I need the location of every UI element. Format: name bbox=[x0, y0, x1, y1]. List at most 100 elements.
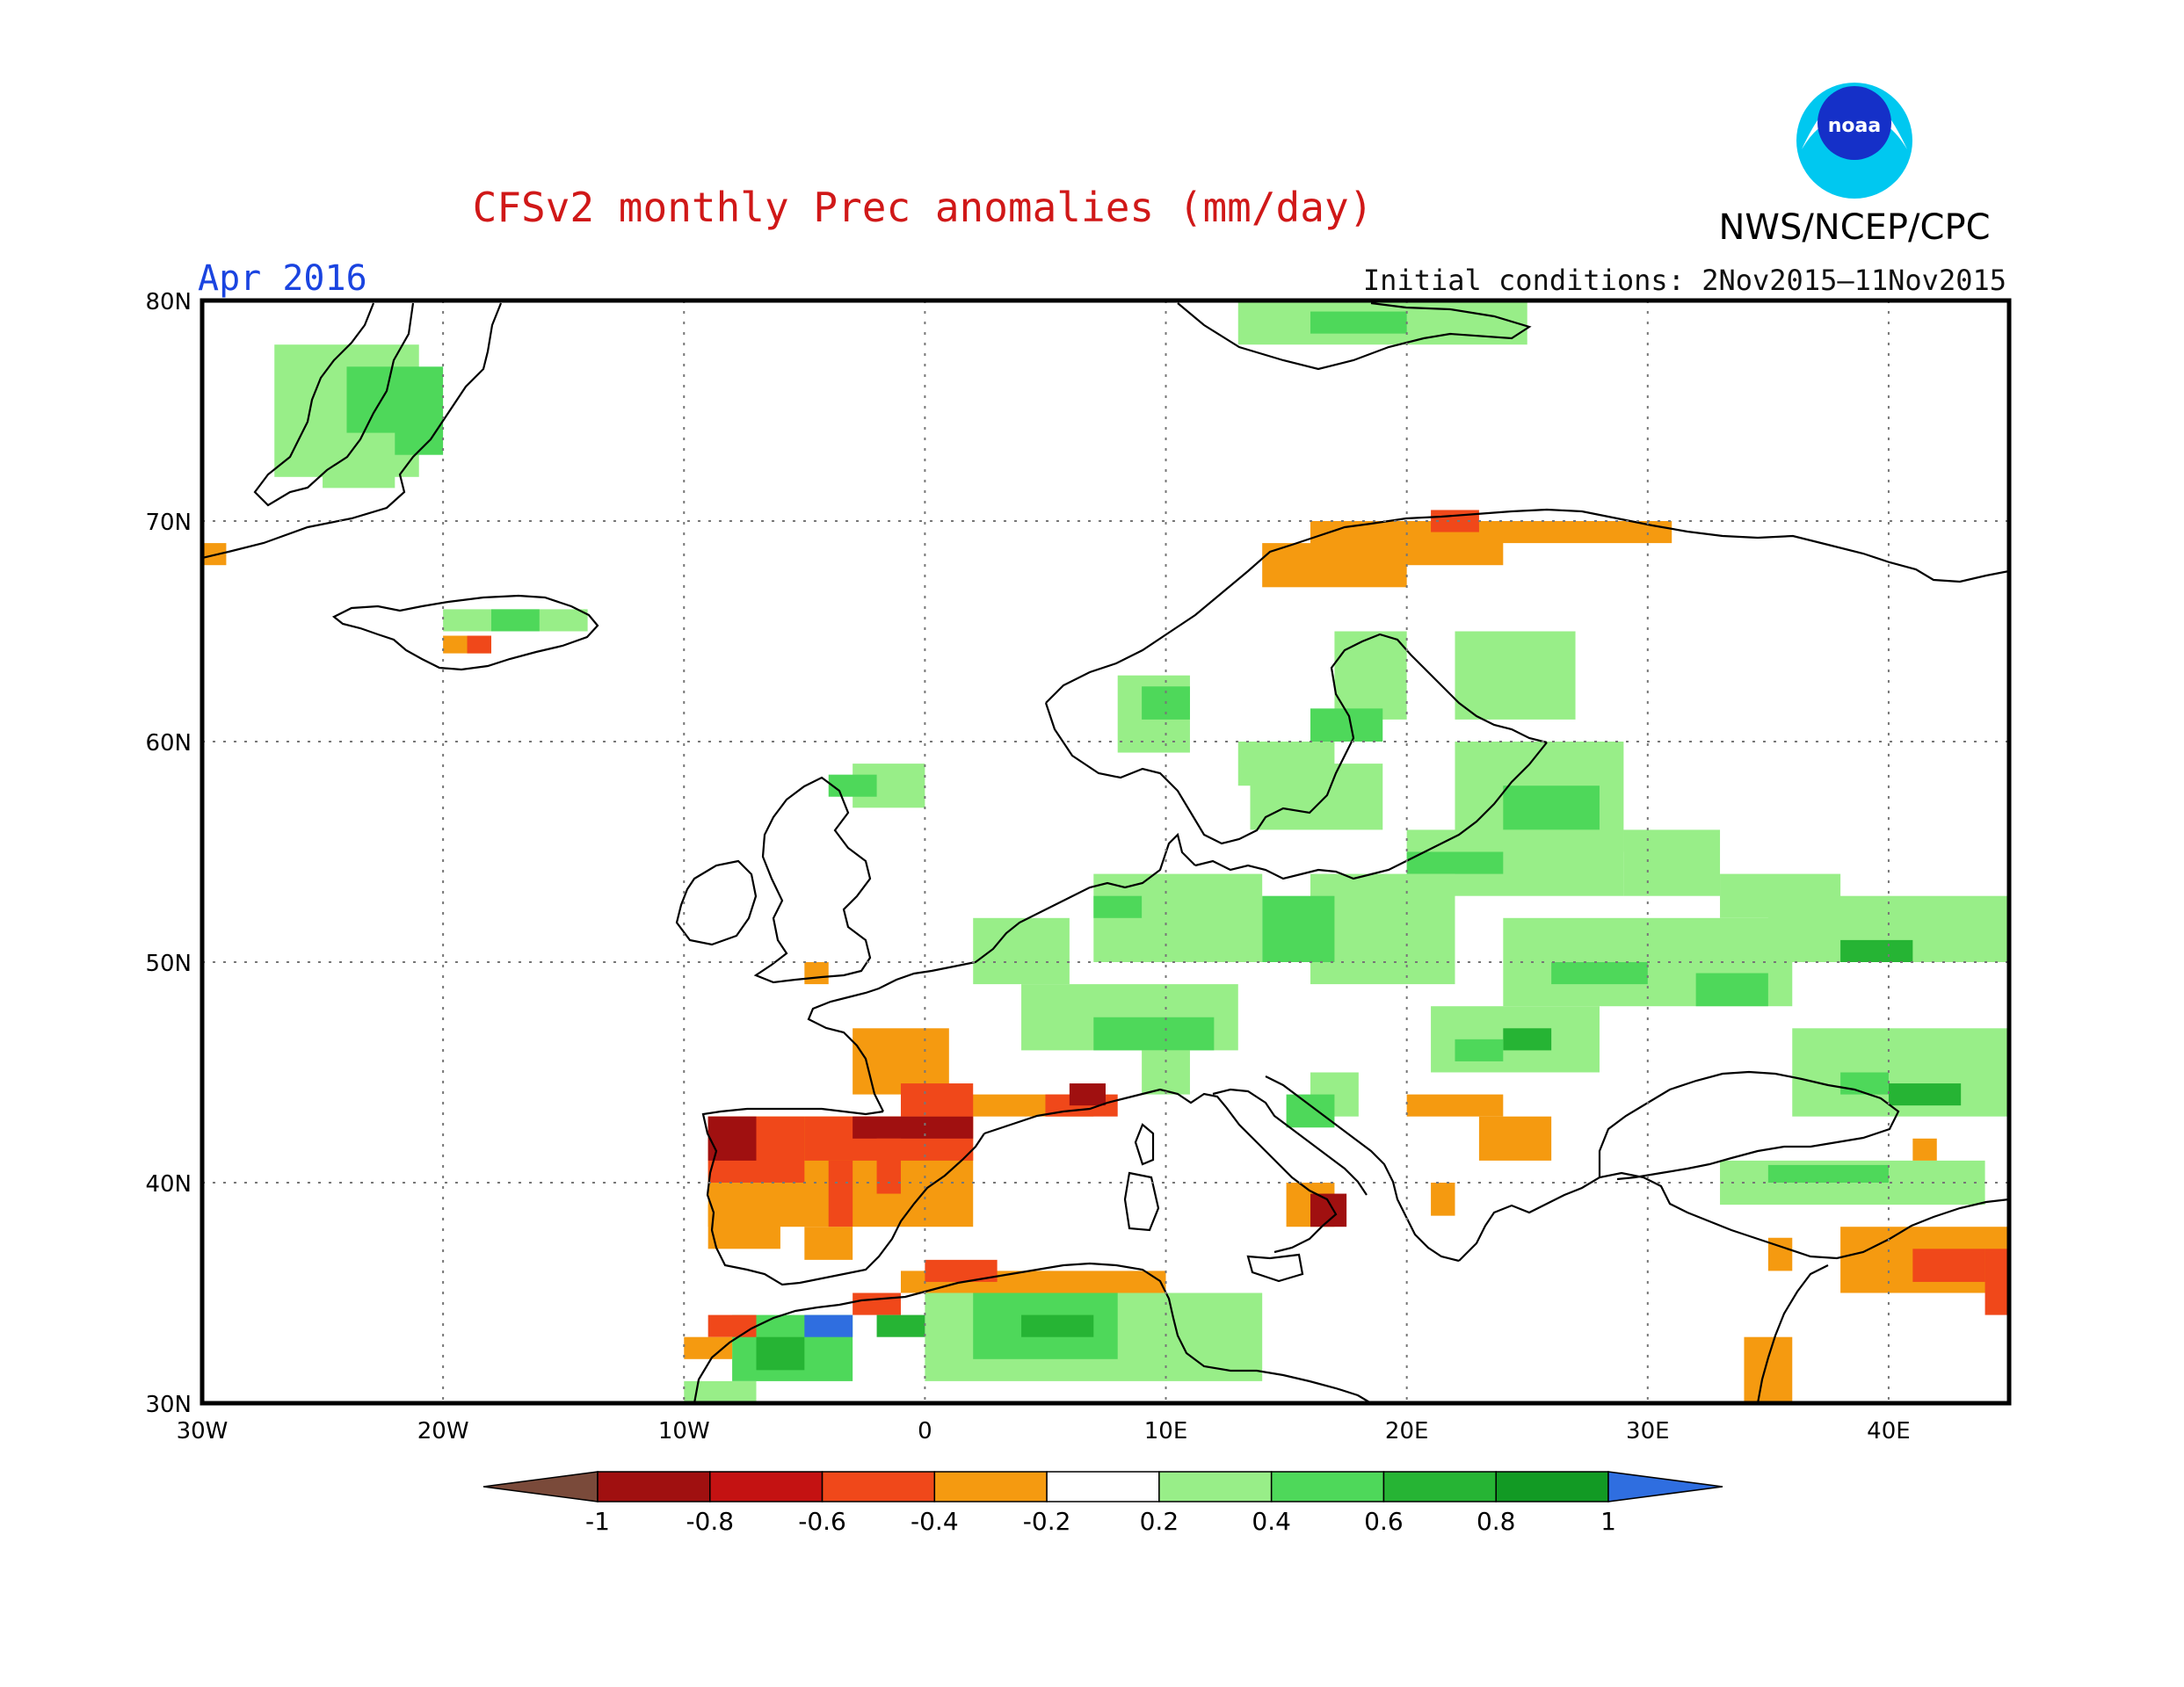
colorbar-tick-label: 0.2 bbox=[1140, 1507, 1179, 1536]
lat-label: 50N bbox=[145, 951, 192, 977]
anomaly-cell bbox=[804, 1227, 853, 1260]
anomaly-cell bbox=[1503, 1028, 1552, 1051]
colorbar-tick-label: 0.4 bbox=[1252, 1507, 1291, 1536]
colorbar-tick-label: -0.2 bbox=[1023, 1507, 1071, 1536]
coast-black-sea bbox=[1598, 1070, 1900, 1181]
anomaly-cell bbox=[707, 1205, 780, 1249]
lat-label: 40N bbox=[145, 1171, 192, 1198]
anomaly-cell bbox=[853, 1116, 974, 1139]
anomaly-cell bbox=[707, 1314, 757, 1337]
anomaly-cell bbox=[1551, 962, 1648, 985]
anomaly-cell bbox=[1984, 1249, 2009, 1315]
anomaly-cell bbox=[828, 1160, 853, 1227]
anomaly-cell bbox=[1262, 895, 1335, 962]
colorbar-box bbox=[933, 1471, 1048, 1502]
anomaly-cell bbox=[490, 609, 540, 632]
coast-sicily bbox=[1246, 1253, 1304, 1283]
colorbar-tick-label: -0.6 bbox=[798, 1507, 846, 1536]
colorbar-box bbox=[709, 1471, 824, 1502]
anomaly-cell bbox=[1912, 1249, 1985, 1282]
coast-greece-turkey bbox=[1458, 1171, 2009, 1262]
lon-label: 0 bbox=[918, 1418, 932, 1444]
lon-label: 20W bbox=[417, 1418, 469, 1444]
anomaly-cell bbox=[1840, 939, 1913, 962]
anomaly-cell bbox=[1334, 631, 1407, 720]
colorbar-tick-label: -0.4 bbox=[911, 1507, 959, 1536]
anomaly-cell bbox=[973, 917, 1070, 985]
coast-great-britain bbox=[753, 776, 872, 984]
lat-label: 30N bbox=[145, 1392, 192, 1418]
coast-iceland bbox=[331, 594, 599, 671]
map-gridlines bbox=[202, 300, 2009, 1403]
coast-corsica bbox=[1134, 1123, 1155, 1166]
lat-label: 60N bbox=[145, 730, 192, 757]
coast-sardinia bbox=[1123, 1171, 1160, 1232]
lon-label: 40E bbox=[1867, 1418, 1911, 1444]
anomaly-cell bbox=[876, 1138, 901, 1194]
colorbar-box bbox=[821, 1471, 936, 1502]
noaa-logo: noaa bbox=[1796, 83, 1912, 199]
colorbar-tick-label: 0.8 bbox=[1477, 1507, 1516, 1536]
coast-scandinavia-south bbox=[1044, 633, 1548, 845]
colorbar-box bbox=[597, 1471, 711, 1502]
anomaly-cell bbox=[756, 1336, 805, 1371]
anomaly-cell bbox=[1912, 1138, 1937, 1161]
colorbar-tick-label: 0.6 bbox=[1364, 1507, 1404, 1536]
initial-conditions: Initial conditions: 2Nov2015–11Nov2015 bbox=[1363, 264, 2006, 297]
longitude-labels: 30W 20W 10W 0 10E 20E 30E 40E bbox=[177, 1418, 1911, 1444]
coast-svalbard bbox=[1177, 301, 1532, 371]
lat-label: 80N bbox=[145, 289, 192, 315]
anomaly-cell bbox=[1744, 1336, 1793, 1403]
coast-italy-east bbox=[1212, 1088, 1368, 1196]
anomaly-cell bbox=[1310, 311, 1407, 334]
map-frame bbox=[200, 298, 2012, 1406]
anomaly-cell bbox=[1021, 1314, 1094, 1337]
map-title: CFSv2 monthly Prec anomalies (mm/day) bbox=[473, 184, 1374, 231]
coast-greenland-east bbox=[253, 302, 415, 507]
noaa-logo-text: noaa bbox=[1828, 115, 1881, 137]
colorbar-tick-label: -0.8 bbox=[686, 1507, 734, 1536]
anomaly-cell bbox=[1478, 1116, 1552, 1161]
coast-iberia bbox=[701, 1107, 985, 1286]
anomaly-cell bbox=[1250, 764, 1383, 830]
coast-baltic-east bbox=[1194, 742, 1548, 880]
anomaly-cell bbox=[1767, 1164, 1889, 1183]
anomaly-cell bbox=[1431, 1183, 1455, 1216]
colorbar-arrow-right bbox=[1607, 1471, 1723, 1502]
lon-label: 20E bbox=[1385, 1418, 1429, 1444]
anomaly-cell bbox=[804, 962, 829, 985]
colorbar-box bbox=[1158, 1471, 1273, 1502]
anomaly-cell bbox=[1069, 1083, 1106, 1106]
colorbar bbox=[483, 1471, 1723, 1502]
anomaly-cell bbox=[1503, 786, 1600, 830]
org-label: NWS/NCEP/CPC bbox=[1718, 207, 1990, 248]
lon-label: 10W bbox=[658, 1418, 710, 1444]
anomaly-cell bbox=[1406, 851, 1504, 874]
lat-label: 70N bbox=[145, 510, 192, 536]
colorbar-box bbox=[1270, 1471, 1385, 1502]
coast-adriatic-east bbox=[1265, 1075, 1460, 1263]
anomaly-cell bbox=[853, 1292, 901, 1315]
anomaly-cell bbox=[1286, 1094, 1335, 1128]
forecast-month: Apr 2016 bbox=[198, 258, 367, 299]
anomaly-cell bbox=[467, 635, 491, 654]
anomaly-cell bbox=[876, 1314, 925, 1337]
colorbar-labels: -1 -0.8 -0.6 -0.4 -0.2 0.2 0.4 0.6 0.8 1 bbox=[585, 1507, 1616, 1536]
anomaly-cell bbox=[828, 774, 877, 797]
anomaly-cell bbox=[1093, 1017, 1215, 1051]
anomaly-cell bbox=[1695, 973, 1768, 1007]
anomaly-cell bbox=[1623, 829, 1721, 896]
anomaly-cell bbox=[1093, 895, 1143, 918]
colorbar-box bbox=[1495, 1471, 1609, 1502]
colorbar-box bbox=[1382, 1471, 1497, 1502]
anomaly-cell bbox=[804, 1314, 853, 1337]
latitude-labels: 30N 40N 50N 60N 70N 80N bbox=[145, 289, 192, 1418]
coast-north-africa bbox=[693, 1262, 1372, 1403]
coast-greenland bbox=[202, 302, 503, 560]
lon-label: 10E bbox=[1144, 1418, 1188, 1444]
coast-ireland bbox=[675, 859, 758, 946]
anomaly-cell bbox=[1888, 1083, 1962, 1106]
anomaly-cells bbox=[202, 300, 2009, 1403]
coast-med-north bbox=[983, 1088, 1338, 1254]
